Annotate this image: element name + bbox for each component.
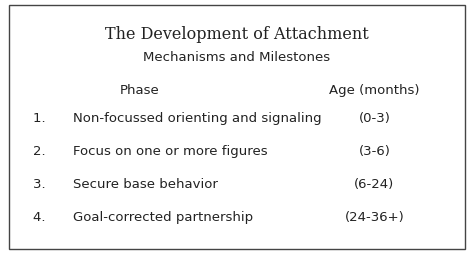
- Text: Focus on one or more figures: Focus on one or more figures: [73, 145, 268, 158]
- Text: Phase: Phase: [120, 84, 160, 97]
- Text: Mechanisms and Milestones: Mechanisms and Milestones: [144, 51, 330, 64]
- Text: (3-6): (3-6): [358, 145, 391, 158]
- Text: 2.: 2.: [33, 145, 55, 158]
- Text: 4.: 4.: [33, 211, 54, 224]
- Text: Age (months): Age (months): [329, 84, 419, 97]
- Text: Secure base behavior: Secure base behavior: [73, 178, 219, 191]
- Text: 1.: 1.: [33, 112, 55, 125]
- FancyBboxPatch shape: [9, 5, 465, 249]
- Text: (24-36+): (24-36+): [345, 211, 404, 224]
- Text: (0-3): (0-3): [358, 112, 391, 125]
- Text: Non-focussed orienting and signaling: Non-focussed orienting and signaling: [73, 112, 322, 125]
- Text: Goal-corrected partnership: Goal-corrected partnership: [73, 211, 254, 224]
- Text: 3.: 3.: [33, 178, 55, 191]
- Text: The Development of Attachment: The Development of Attachment: [105, 26, 369, 43]
- Text: (6-24): (6-24): [355, 178, 394, 191]
